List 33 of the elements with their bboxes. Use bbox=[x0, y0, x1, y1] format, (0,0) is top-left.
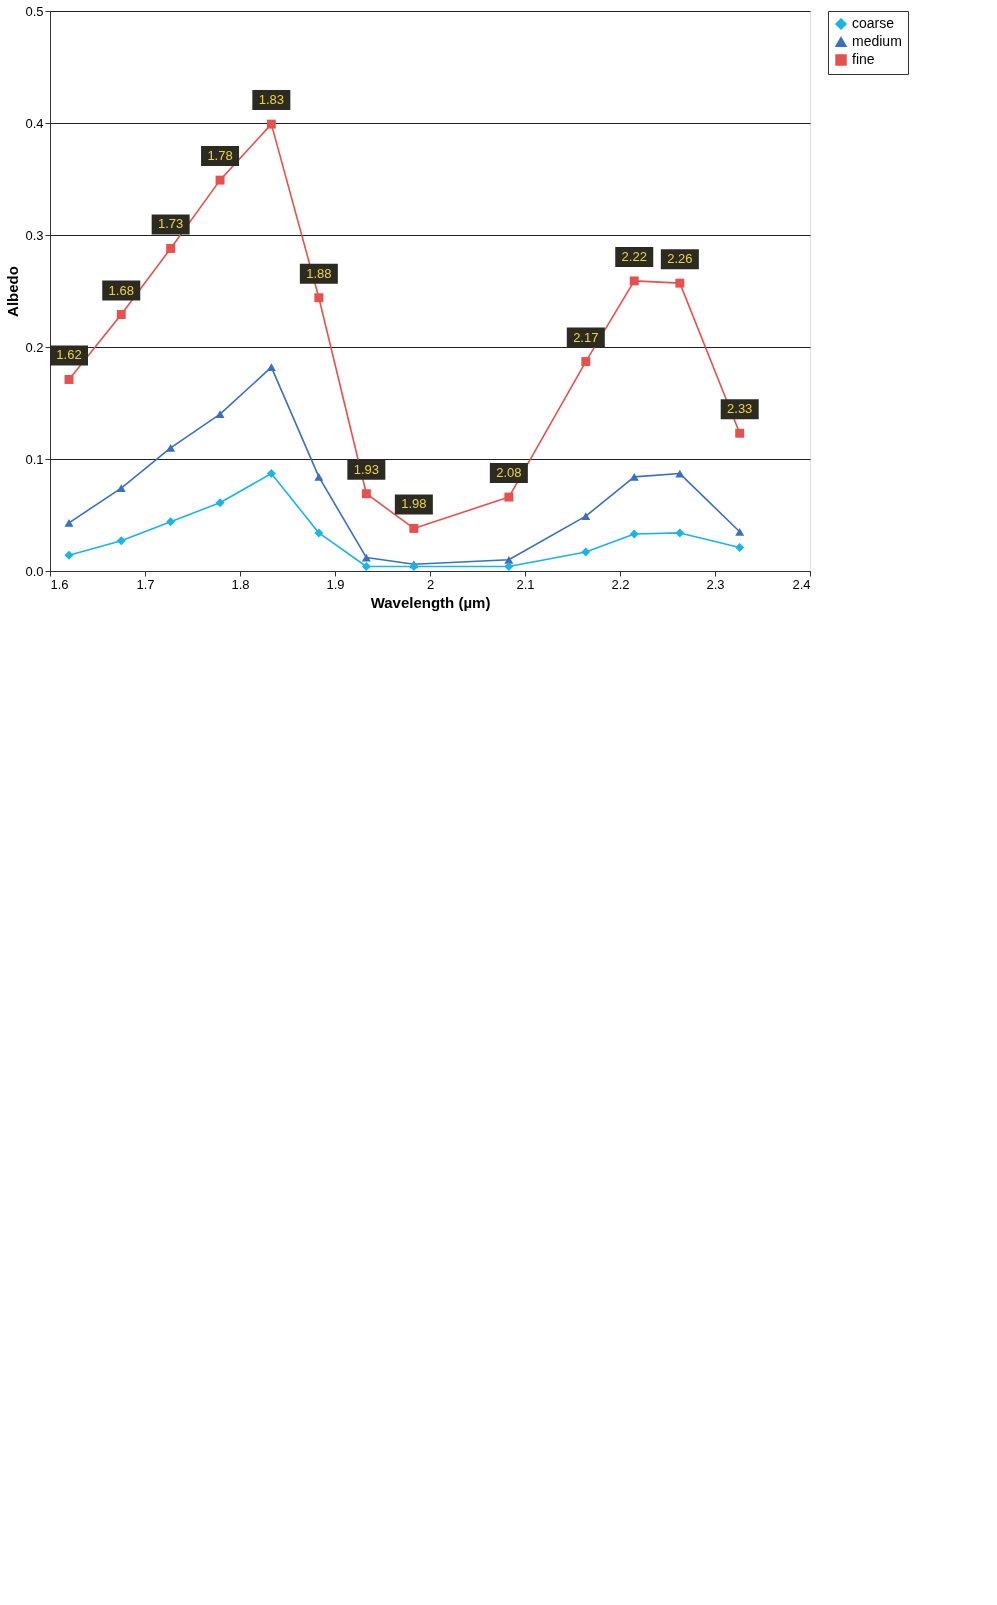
x-tick-label: 2.3 bbox=[706, 576, 725, 592]
annotation: 1.88 bbox=[306, 265, 332, 281]
x-tick-label: 2.2 bbox=[611, 576, 630, 592]
annotation: 1.73 bbox=[157, 216, 184, 232]
legend-label: coarse bbox=[852, 15, 895, 31]
legend-label: medium bbox=[852, 33, 902, 49]
annotation: 2.22 bbox=[621, 248, 647, 264]
x-tick-label: 1.8 bbox=[231, 576, 250, 592]
annotation: 1.68 bbox=[108, 282, 134, 298]
annotation: 1.83 bbox=[258, 92, 285, 108]
annotation: 2.26 bbox=[667, 251, 693, 267]
annotation: 1.62 bbox=[56, 347, 82, 363]
x-tick-label: 1.9 bbox=[326, 576, 345, 592]
annotation: 1.78 bbox=[207, 148, 233, 164]
annotation: 2.17 bbox=[573, 329, 599, 345]
annotation: 1.93 bbox=[353, 461, 380, 477]
y-tick-label: 0.1 bbox=[25, 451, 44, 467]
annotation: 2.08 bbox=[496, 465, 522, 481]
y-tick-label: 0.5 bbox=[25, 3, 44, 19]
y-tick-label: 0.2 bbox=[25, 339, 44, 355]
x-axis-title: Wavelength (µm) bbox=[370, 593, 491, 611]
y-tick-label: 0.3 bbox=[25, 227, 44, 243]
annotation: 2.33 bbox=[727, 401, 753, 417]
x-tick-label: 2 bbox=[426, 576, 435, 592]
y-tick-label: 0.0 bbox=[25, 563, 44, 579]
legend-label: fine bbox=[852, 51, 875, 67]
y-tick-label: 0.4 bbox=[25, 115, 44, 131]
x-tick-label: 2.4 bbox=[792, 576, 811, 592]
x-tick-label: 1.7 bbox=[136, 576, 155, 592]
annotation: 1.98 bbox=[401, 496, 427, 512]
x-tick-label: 1.6 bbox=[50, 576, 69, 592]
y-axis-title: Albedo bbox=[4, 266, 22, 317]
x-tick-label: 2.1 bbox=[516, 576, 535, 592]
